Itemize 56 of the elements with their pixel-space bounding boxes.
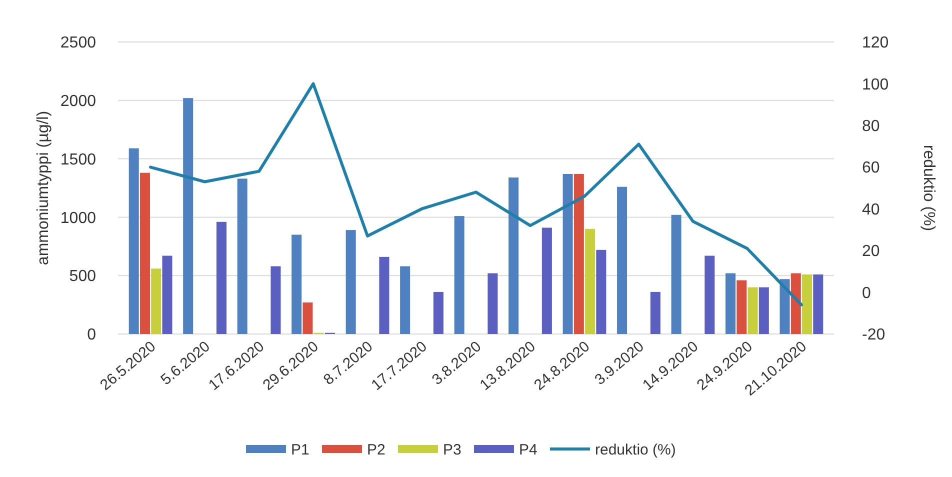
y-axis-title: ammoniumtyppi (µg/l) [35, 110, 52, 266]
bar [736, 280, 747, 334]
y2-tick-label: -20 [862, 326, 886, 344]
bar [790, 273, 801, 334]
y2-tick-label: 80 [862, 118, 880, 136]
bar [237, 178, 248, 334]
bar [216, 222, 226, 334]
bar [379, 256, 390, 334]
y2-tick-label: 40 [862, 201, 880, 218]
bar [346, 230, 356, 334]
y-tick-label: 0 [87, 326, 96, 344]
bar [454, 216, 464, 334]
legend-label: P3 [443, 441, 462, 458]
bar [508, 177, 519, 334]
bar [596, 250, 606, 334]
bar [302, 302, 313, 334]
bar [780, 279, 790, 334]
bar [758, 287, 769, 334]
y2-axis-title: reduktio (%) [920, 144, 937, 232]
bar [488, 273, 498, 334]
y2-tick-label: 100 [862, 76, 889, 94]
bar [617, 186, 628, 334]
bar [151, 268, 162, 334]
legend-label: reduktio (%) [595, 441, 676, 458]
bar [162, 256, 172, 334]
y-tick-label: 2000 [60, 93, 96, 110]
legend-label: P4 [519, 441, 538, 458]
legend-label: P1 [291, 441, 310, 458]
bar [585, 228, 596, 334]
y2-tick-label: 0 [862, 284, 871, 302]
bar [433, 292, 444, 334]
bar [574, 174, 584, 334]
bar [128, 148, 139, 334]
y-tick-label: 500 [69, 268, 96, 286]
y2-tick-label: 120 [862, 34, 889, 52]
bar [748, 287, 758, 334]
y2-tick-label: 20 [862, 243, 880, 260]
y-tick-label: 1000 [60, 210, 96, 227]
bar [183, 98, 194, 334]
y2-tick-label: 60 [862, 160, 880, 177]
y-tick-label: 2500 [60, 34, 96, 52]
bar [671, 214, 682, 334]
bar [726, 273, 736, 334]
bar [562, 174, 573, 334]
bar [400, 266, 410, 334]
y-tick-label: 1500 [60, 151, 96, 168]
bar [813, 274, 824, 334]
bar [704, 256, 715, 334]
bar [140, 172, 150, 334]
legend-label: P2 [367, 441, 386, 458]
bar [650, 292, 660, 334]
bar [270, 266, 281, 334]
bar [542, 228, 552, 334]
bar [802, 274, 812, 334]
bar [292, 234, 302, 334]
line-series [149, 82, 803, 306]
